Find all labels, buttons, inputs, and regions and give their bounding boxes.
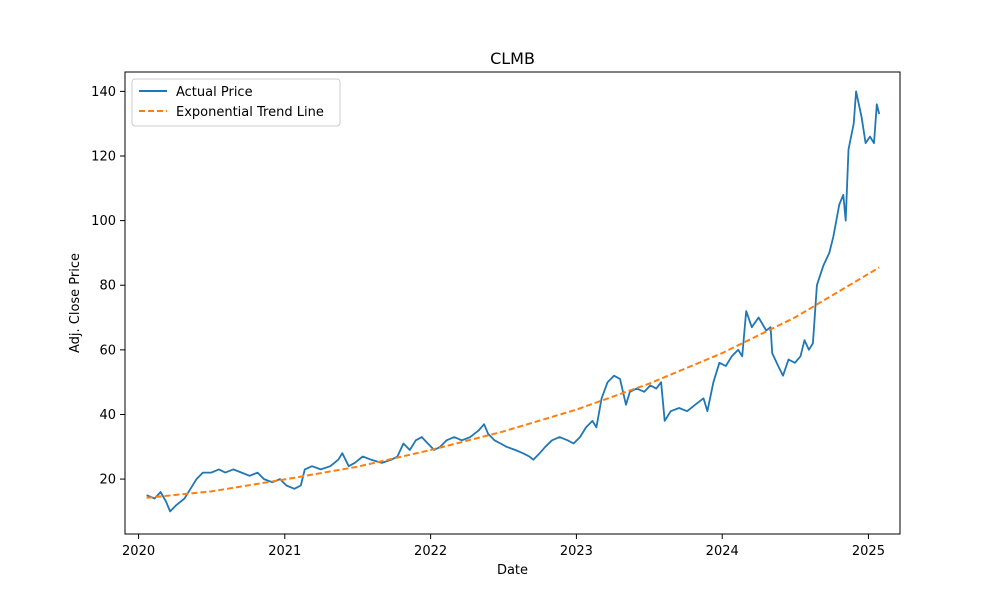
legend-label-exponential-trend-line: Exponential Trend Line xyxy=(176,105,324,120)
series-line-actual-price xyxy=(146,90,881,513)
y-tick-label: 60 xyxy=(99,343,116,358)
legend-box xyxy=(131,78,341,127)
y-tick-label: 20 xyxy=(99,473,116,488)
y-tick-label: 140 xyxy=(91,85,116,100)
y-tick-label: 40 xyxy=(99,408,116,423)
plot-frame xyxy=(124,71,901,535)
x-tick-label: 2020 xyxy=(122,544,155,559)
x-tick-label: 2021 xyxy=(268,544,301,559)
chart-title: CLMB xyxy=(490,49,535,68)
x-tick-label: 2022 xyxy=(414,544,447,559)
legend: Actual Price Exponential Trend Line xyxy=(131,78,341,127)
y-axis-label: Adj. Close Price xyxy=(68,253,83,353)
y-tick-label: 80 xyxy=(99,279,116,294)
series-line-exponential-trend-line xyxy=(146,266,880,499)
x-tick-label: 2024 xyxy=(706,544,739,559)
legend-label-actual-price: Actual Price xyxy=(176,85,253,100)
x-tick-label: 2023 xyxy=(560,544,593,559)
x-axis: 2020 2021 2022 2023 2024 2025 xyxy=(122,534,885,559)
y-tick-label: 100 xyxy=(91,214,116,229)
x-tick-label: 2025 xyxy=(852,544,885,559)
y-tick-label: 120 xyxy=(91,150,116,165)
series-layer xyxy=(146,90,881,513)
y-axis: 20 40 60 80 100 120 140 xyxy=(91,85,125,488)
x-axis-label: Date xyxy=(497,563,528,578)
